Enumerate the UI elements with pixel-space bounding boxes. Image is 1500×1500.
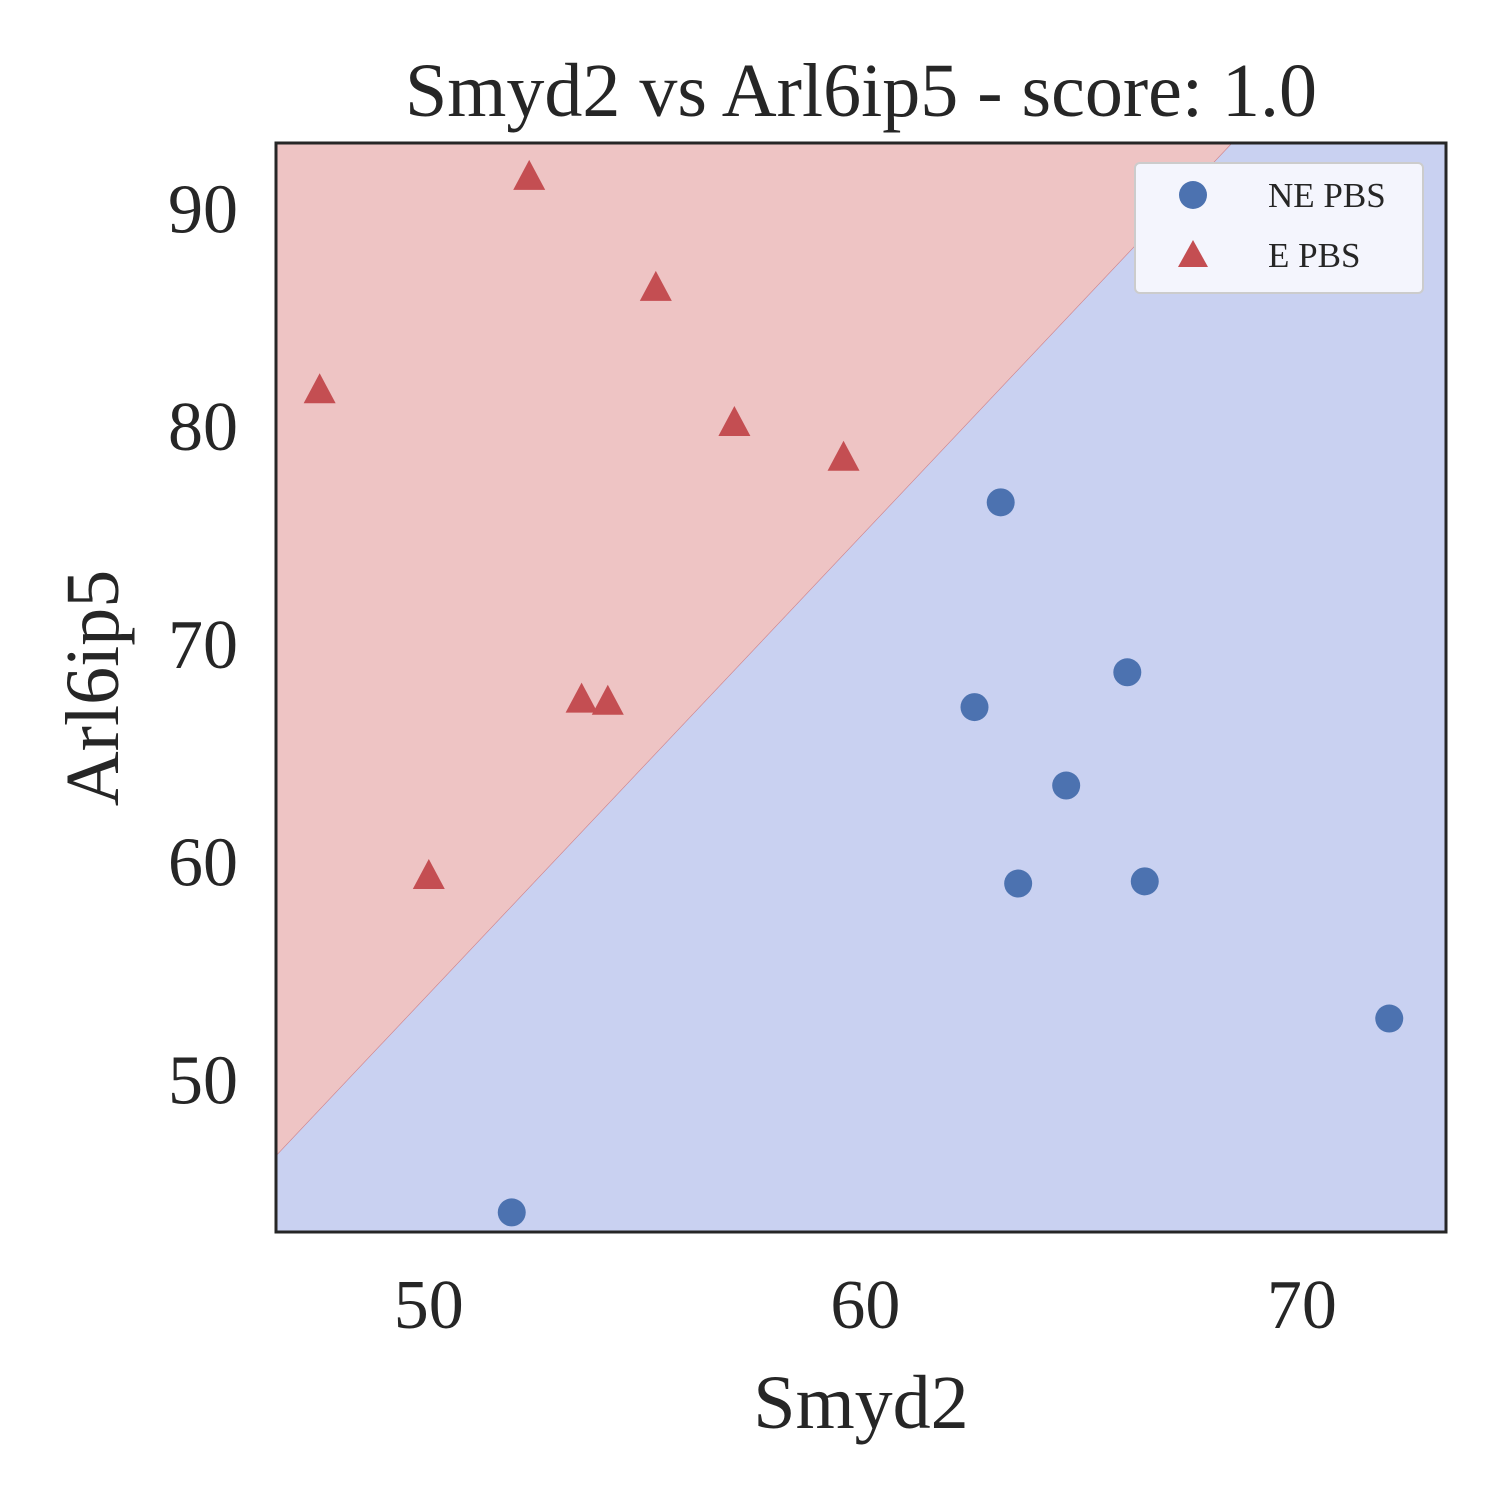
point-e-pbs — [591, 684, 624, 715]
point-ne-pbs — [1130, 867, 1159, 896]
point-e-pbs — [513, 159, 546, 190]
y-tick-label: 90 — [168, 171, 238, 248]
y-tick-label: 60 — [168, 825, 238, 902]
x-tick-label: 60 — [830, 1267, 900, 1344]
legend-label-e-pbs: E PBS — [1268, 236, 1360, 275]
x-axis-label: Smyd2 — [753, 1361, 968, 1445]
point-e-pbs — [565, 682, 598, 713]
point-e-pbs — [412, 858, 445, 889]
x-tick-labels: 50 60 70 — [394, 1267, 1337, 1344]
y-axis-label: Arl6ip5 — [51, 570, 135, 806]
legend-box — [1134, 162, 1424, 294]
legend-marker-ne-pbs — [1179, 181, 1207, 209]
y-tick-label: 80 — [168, 389, 238, 466]
plot-frame — [274, 141, 1448, 1234]
y-tick-label: 50 — [168, 1043, 238, 1120]
point-e-pbs — [639, 270, 672, 301]
point-ne-pbs — [986, 488, 1015, 517]
x-tick-label: 70 — [1267, 1267, 1337, 1344]
point-ne-pbs — [960, 693, 989, 722]
legend: NE PBS E PBS — [1134, 162, 1424, 294]
y-tick-label: 70 — [168, 607, 238, 684]
point-ne-pbs — [1375, 1004, 1404, 1033]
legend-marker-e-pbs — [1178, 240, 1208, 267]
data-points — [303, 159, 1404, 1227]
legend-label-ne-pbs: NE PBS — [1268, 176, 1386, 215]
decision-boundary-line — [276, 143, 1233, 1156]
chart-title: Smyd2 vs Arl6ip5 - score: 1.0 — [405, 49, 1317, 133]
point-e-pbs — [303, 373, 336, 404]
point-ne-pbs — [497, 1198, 526, 1227]
point-ne-pbs — [1004, 869, 1033, 898]
x-tick-label: 50 — [394, 1267, 464, 1344]
point-e-pbs — [827, 440, 860, 471]
point-ne-pbs — [1113, 658, 1142, 687]
point-ne-pbs — [1052, 771, 1081, 800]
y-tick-labels: 50 60 70 80 90 — [168, 171, 238, 1119]
point-e-pbs — [718, 405, 751, 436]
